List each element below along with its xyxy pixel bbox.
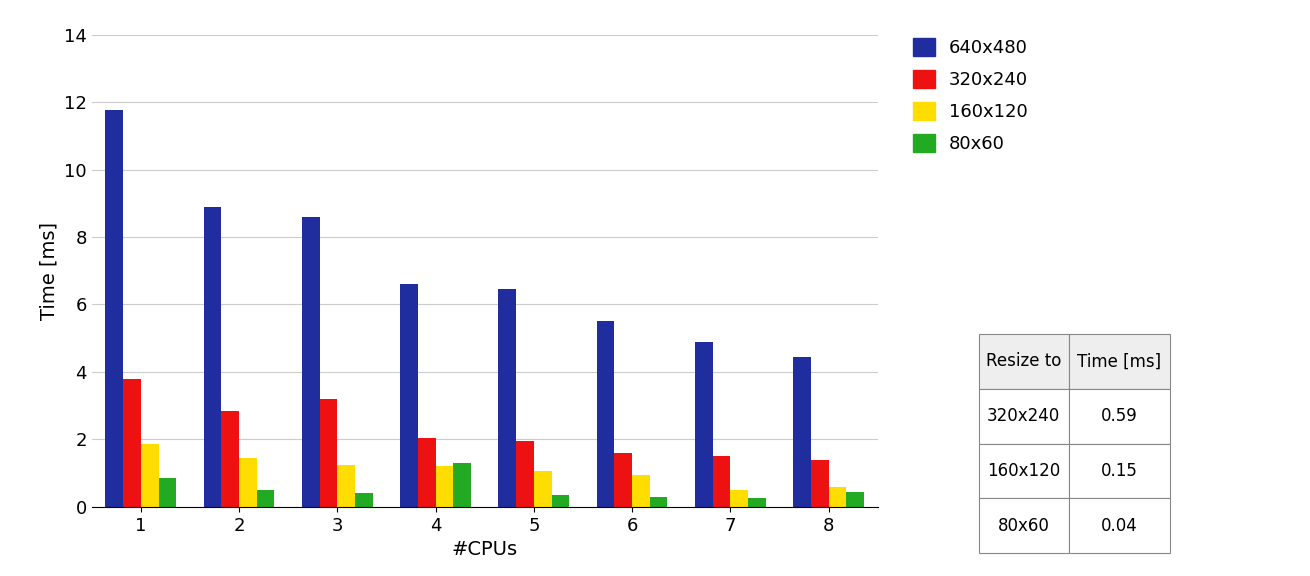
Legend: 640x480, 320x240, 160x120, 80x60: 640x480, 320x240, 160x120, 80x60 [913, 38, 1028, 153]
Bar [221, 411, 238, 507]
Bar [257, 490, 275, 507]
Bar [811, 460, 828, 507]
X-axis label: #CPUs: #CPUs [452, 540, 517, 559]
Bar [516, 441, 533, 507]
Bar [650, 497, 667, 507]
Bar [694, 342, 713, 507]
Bar [140, 445, 159, 507]
Bar [400, 284, 418, 507]
Bar [453, 463, 470, 507]
Bar [828, 487, 846, 507]
Bar [204, 207, 221, 507]
Bar [552, 495, 569, 507]
Bar [794, 357, 811, 507]
Bar [614, 453, 631, 507]
Bar [435, 467, 453, 507]
Bar [418, 438, 435, 507]
Bar [159, 478, 176, 507]
Bar [238, 458, 257, 507]
Bar [105, 111, 123, 507]
Y-axis label: Time [ms]: Time [ms] [39, 222, 59, 320]
Bar [301, 217, 320, 507]
Bar [597, 321, 614, 507]
Bar [713, 456, 731, 507]
Bar [355, 494, 372, 507]
Bar [337, 465, 355, 507]
Bar [533, 471, 552, 507]
Bar [631, 475, 650, 507]
Bar [320, 399, 338, 507]
Bar [123, 378, 141, 507]
Bar [846, 492, 863, 507]
Bar [498, 289, 516, 507]
Bar [731, 490, 748, 507]
Bar [748, 498, 765, 507]
